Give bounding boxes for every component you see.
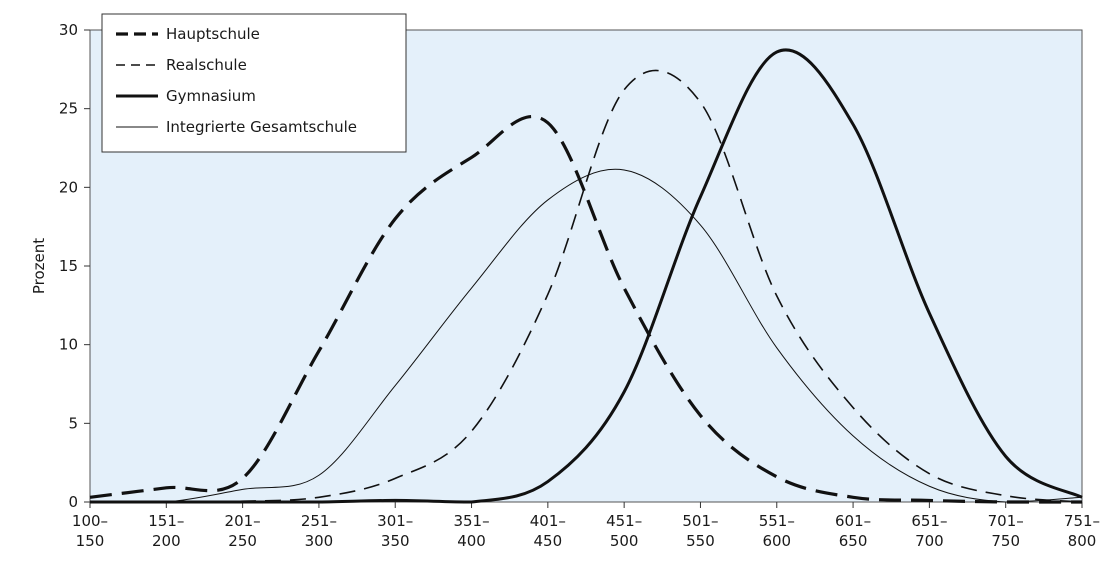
y-tick-label: 10 <box>59 336 78 354</box>
legend-box <box>101 13 407 153</box>
x-tick-label-top: 551– <box>759 512 795 530</box>
y-tick-label: 15 <box>59 257 78 275</box>
x-tick-label-top: 651– <box>911 512 947 530</box>
x-tick-label-top: 100– <box>72 512 108 530</box>
y-tick-label: 5 <box>68 414 78 432</box>
x-tick-label-top: 401– <box>530 512 566 530</box>
x-tick-label-top: 751– <box>1064 512 1100 530</box>
x-tick-label-bottom: 650 <box>839 532 868 550</box>
x-tick-label-bottom: 350 <box>381 532 410 550</box>
x-tick-label-bottom: 400 <box>457 532 486 550</box>
x-tick-label-bottom: 700 <box>915 532 944 550</box>
legend: Hauptschule Realschule Gymnasium Integriert… <box>101 13 407 153</box>
series-line-gymnasium <box>90 48 1083 504</box>
series-line-integrierte-gesamtschule <box>90 168 1083 503</box>
x-tick-label-top: 351– <box>453 512 489 530</box>
x-tick-label-bottom: 250 <box>228 532 257 550</box>
series-layer <box>89 48 1083 504</box>
x-tick-label-bottom: 300 <box>305 532 334 550</box>
x-tick-label-bottom: 150 <box>76 532 105 550</box>
y-tick-label: 0 <box>68 493 78 511</box>
x-tick-label-top: 151– <box>148 512 184 530</box>
x-tick-label-bottom: 500 <box>610 532 639 550</box>
x-tick-label-bottom: 600 <box>762 532 791 550</box>
x-tick-label-top: 301– <box>377 512 413 530</box>
x-tick-label-top: 201– <box>225 512 261 530</box>
series-line-hauptschule <box>89 115 1082 504</box>
x-tick-label-top: 251– <box>301 512 337 530</box>
x-tick-label-top: 451– <box>606 512 642 530</box>
x-tick-label-bottom: 550 <box>686 532 715 550</box>
legend-label: Hauptschule <box>166 25 260 43</box>
x-tick-label-bottom: 750 <box>991 532 1020 550</box>
y-tick-label: 30 <box>59 21 78 39</box>
x-tick-label-top: 501– <box>682 512 718 530</box>
x-tick-label-bottom: 450 <box>534 532 563 550</box>
y-tick-label: 20 <box>59 178 78 196</box>
legend-label: Realschule <box>166 56 247 74</box>
legend-label: Gymnasium <box>166 87 256 105</box>
y-axis: 0 5 10 15 20 25 30 <box>59 21 90 511</box>
y-axis-label: Prozent <box>30 238 48 294</box>
x-axis: 100– 150 151– 200 201– 250 251– 300 301– 350 351– 4… <box>72 502 1100 550</box>
x-tick-label-bottom: 800 <box>1068 532 1097 550</box>
x-tick-label-bottom: 200 <box>152 532 181 550</box>
y-tick-label: 25 <box>59 100 78 118</box>
x-tick-label-top: 601– <box>835 512 871 530</box>
x-tick-label-top: 701– <box>988 512 1024 530</box>
legend-label: Integrierte Gesamtschule <box>166 118 357 136</box>
series-line-realschule <box>90 69 1083 503</box>
